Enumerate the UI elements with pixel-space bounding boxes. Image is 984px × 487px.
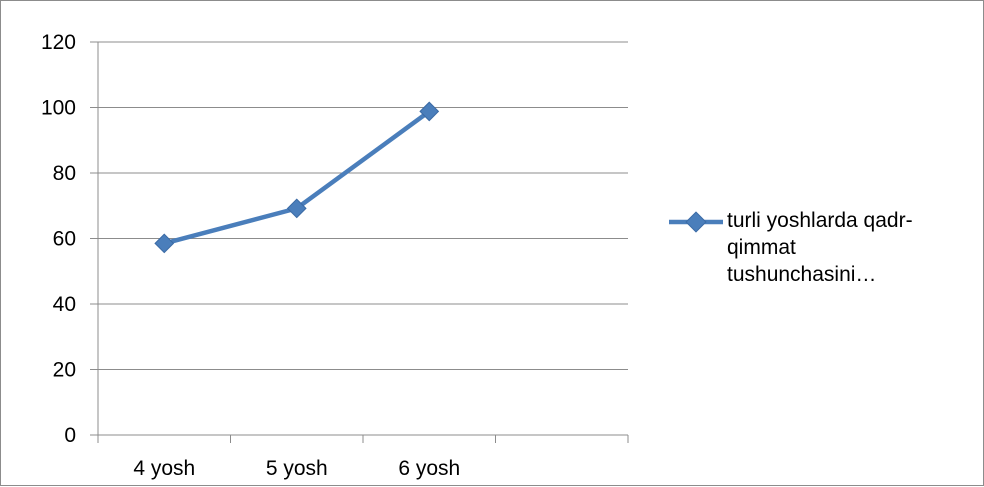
y-tick-label-4: 80 (53, 162, 76, 185)
y-tick-label-0: 0 (64, 424, 76, 447)
y-tick-label-5: 100 (41, 97, 76, 120)
x-tick-label-0: 4 yosh (133, 457, 195, 480)
y-tick-label-2: 40 (53, 293, 76, 316)
x-tick-label-2: 6 yosh (398, 457, 460, 480)
tick-labels: 0 20 40 60 80 100 120 4 yosh 5 yosh 6 yosh (41, 31, 460, 480)
data-point-0-2 (419, 101, 440, 122)
series-line-0 (162, 109, 432, 246)
legend-label: turli yoshlarda qadr- qimmat tushunchasi… (727, 207, 979, 288)
data-point-0-0 (154, 233, 175, 254)
x-tick-label-1: 5 yosh (266, 457, 328, 480)
y-tick-label-3: 60 (53, 228, 76, 251)
legend-swatch (669, 211, 723, 233)
gridlines (98, 41, 628, 370)
y-tick-label-1: 20 (53, 359, 76, 382)
data-point-0-1 (286, 198, 307, 219)
axes (90, 41, 629, 443)
series-layer (154, 101, 440, 254)
legend-line-3: tushunchasini… (727, 263, 877, 286)
legend-line-1: turli yoshlarda qadr- (727, 209, 913, 232)
legend-line-2: qimmat (727, 236, 796, 259)
y-tick-label-6: 120 (41, 31, 76, 54)
